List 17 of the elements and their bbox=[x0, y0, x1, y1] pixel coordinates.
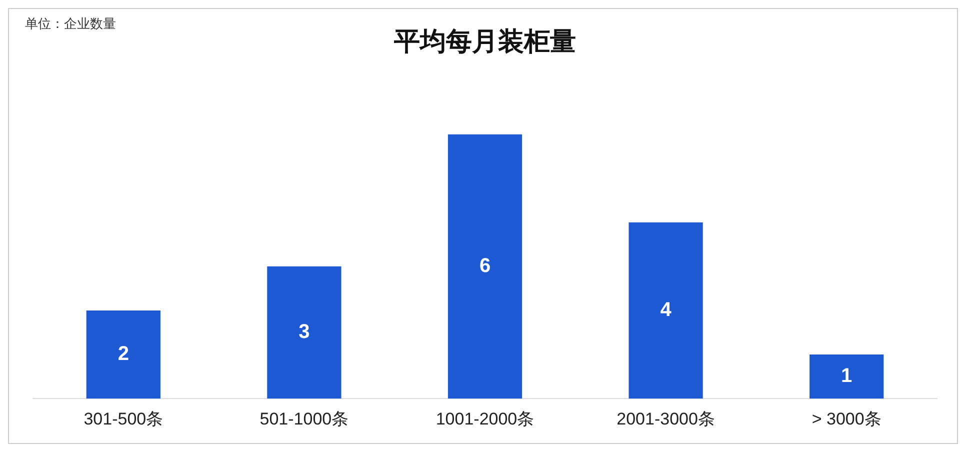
data-label: 4 bbox=[660, 298, 672, 321]
data-label: 6 bbox=[479, 254, 491, 277]
data-label: 3 bbox=[298, 321, 310, 344]
bar bbox=[448, 134, 522, 399]
x-tick-label: > 3000条 bbox=[812, 409, 882, 428]
chart-title: 平均每月装柜量 bbox=[393, 26, 576, 56]
data-label: 2 bbox=[118, 343, 129, 366]
bar bbox=[628, 222, 703, 399]
x-tick-label: 2001-3000条 bbox=[616, 409, 715, 428]
bar bbox=[267, 266, 342, 399]
x-tick-label: 501-1000条 bbox=[260, 409, 349, 428]
data-label: 1 bbox=[841, 365, 852, 388]
x-tick-label: 301-500条 bbox=[84, 409, 164, 428]
bar bbox=[810, 354, 884, 399]
x-tick-label: 1001-2000条 bbox=[436, 409, 534, 428]
bar bbox=[86, 310, 160, 399]
text: 单位：企业数量 bbox=[25, 15, 116, 33]
